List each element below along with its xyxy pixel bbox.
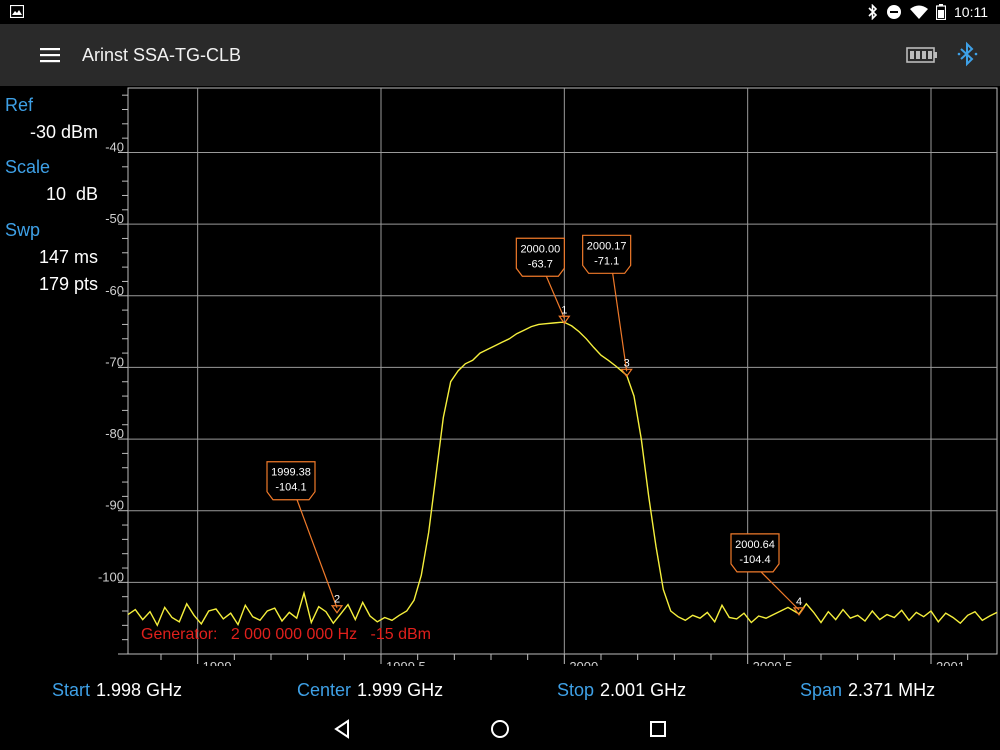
swp-time[interactable]: 147 ms	[38, 247, 98, 267]
span-frequency[interactable]: Span 2.371 MHz	[800, 680, 935, 701]
ref-value[interactable]: -30 dBm	[29, 122, 98, 142]
marker-2-frequency: 1999.38	[271, 467, 311, 479]
y-tick-label: -40	[105, 139, 124, 154]
marker-1-leader	[545, 276, 565, 319]
clock: 10:11	[954, 4, 988, 20]
spectrum-plot[interactable]: -40 -50 -60 -70 -80 -90 -100 1999 1999.5 2000 2000…	[0, 86, 1000, 674]
x-tick-label: 2000.5	[753, 659, 793, 666]
y-tick-label: -90	[105, 498, 124, 513]
dnd-icon	[887, 5, 901, 19]
y-tick-label: -50	[105, 211, 124, 226]
y-tick-label: -60	[105, 283, 124, 298]
x-tick-label: 1999.5	[386, 659, 426, 666]
stop-frequency[interactable]: Stop 2.001 GHz	[557, 680, 686, 701]
marker-4-number: 4	[796, 596, 802, 608]
marker-3-triangle[interactable]	[620, 368, 633, 378]
scale-value[interactable]: 10 dB	[45, 184, 98, 204]
frequency-footer: Start 1.998 GHz Center 1.999 GHz Stop 2.001…	[0, 676, 1000, 706]
generator-level: -15 dBm	[370, 626, 431, 643]
stop-value: 2.001 GHz	[600, 680, 687, 700]
start-label: Start	[52, 680, 91, 700]
start-frequency[interactable]: Start 1.998 GHz	[52, 680, 182, 701]
generator-label: Generator:	[141, 626, 218, 643]
marker-3-leader	[612, 273, 628, 372]
recents-icon[interactable]	[643, 714, 673, 744]
start-value: 1.998 GHz	[96, 680, 183, 700]
marker-3-number: 3	[624, 357, 630, 369]
status-bar: 10:11	[0, 0, 1000, 24]
spectrum-chart[interactable]: -40 -50 -60 -70 -80 -90 -100 1999 1999.5 2000 2000…	[0, 86, 1000, 674]
marker-4-triangle[interactable]	[792, 607, 806, 616]
marker-3-frequency: 2000.17	[587, 240, 627, 252]
center-frequency[interactable]: Center 1.999 GHz	[297, 680, 443, 701]
y-tick-label: -70	[105, 354, 124, 369]
span-label: Span	[800, 680, 843, 700]
marker-1-number: 1	[561, 304, 567, 316]
span-value: 2.371 MHz	[848, 680, 936, 700]
ref-label[interactable]: Ref	[5, 95, 34, 115]
marker-3-callout[interactable]	[582, 234, 632, 274]
x-tick-label: 2000	[569, 659, 598, 666]
app-bar: Arinst SSA-TG-CLB	[0, 24, 1000, 86]
bluetooth-icon[interactable]	[956, 41, 980, 69]
marker-2-triangle[interactable]	[330, 605, 344, 614]
device-battery-icon	[906, 47, 937, 63]
back-icon[interactable]	[327, 714, 357, 744]
marker-1-triangle[interactable]	[558, 315, 571, 325]
swp-points[interactable]: 179 pts	[38, 274, 98, 294]
marker-4-leader	[760, 571, 800, 611]
x-tick-label: 1999	[203, 659, 232, 666]
stop-label: Stop	[557, 680, 595, 700]
y-tick-label: -100	[98, 569, 124, 584]
marker-2-callout[interactable]	[266, 461, 316, 501]
marker-2-leader	[296, 499, 338, 608]
marker-4-frequency: 2000.64	[735, 539, 775, 551]
generator-status: Generator: 2 000 000 000 Hz -15 dBm	[141, 626, 431, 644]
app-title: Arinst SSA-TG-CLB	[82, 45, 242, 65]
y-tick-label: -80	[105, 426, 124, 441]
battery-status-icon	[936, 4, 946, 20]
image-icon	[10, 5, 24, 18]
bluetooth-status-icon	[868, 4, 878, 20]
swp-label[interactable]: Swp	[5, 220, 41, 240]
hamburger-menu-icon[interactable]	[36, 44, 64, 66]
marker-2-level: -104.1	[275, 482, 306, 494]
marker-2-number: 2	[334, 594, 340, 606]
scale-label[interactable]: Scale	[5, 157, 51, 177]
generator-frequency: 2 000 000 000 Hz	[230, 626, 358, 643]
marker-1-level: -63.7	[528, 258, 553, 270]
marker-1-frequency: 2000.00	[520, 243, 560, 255]
wifi-icon	[910, 5, 928, 19]
navigation-bar	[0, 706, 1000, 750]
spectrum-trace	[127, 321, 998, 627]
plot-frame	[127, 87, 998, 655]
home-icon[interactable]	[485, 714, 515, 744]
marker-1-callout[interactable]	[515, 237, 565, 277]
marker-4-level: -104.4	[739, 554, 770, 566]
center-label: Center	[297, 680, 352, 700]
center-value: 1.999 GHz	[357, 680, 444, 700]
marker-3-level: -71.1	[594, 255, 619, 267]
marker-4-callout[interactable]	[730, 533, 780, 573]
x-tick-label: 2001	[936, 659, 965, 666]
